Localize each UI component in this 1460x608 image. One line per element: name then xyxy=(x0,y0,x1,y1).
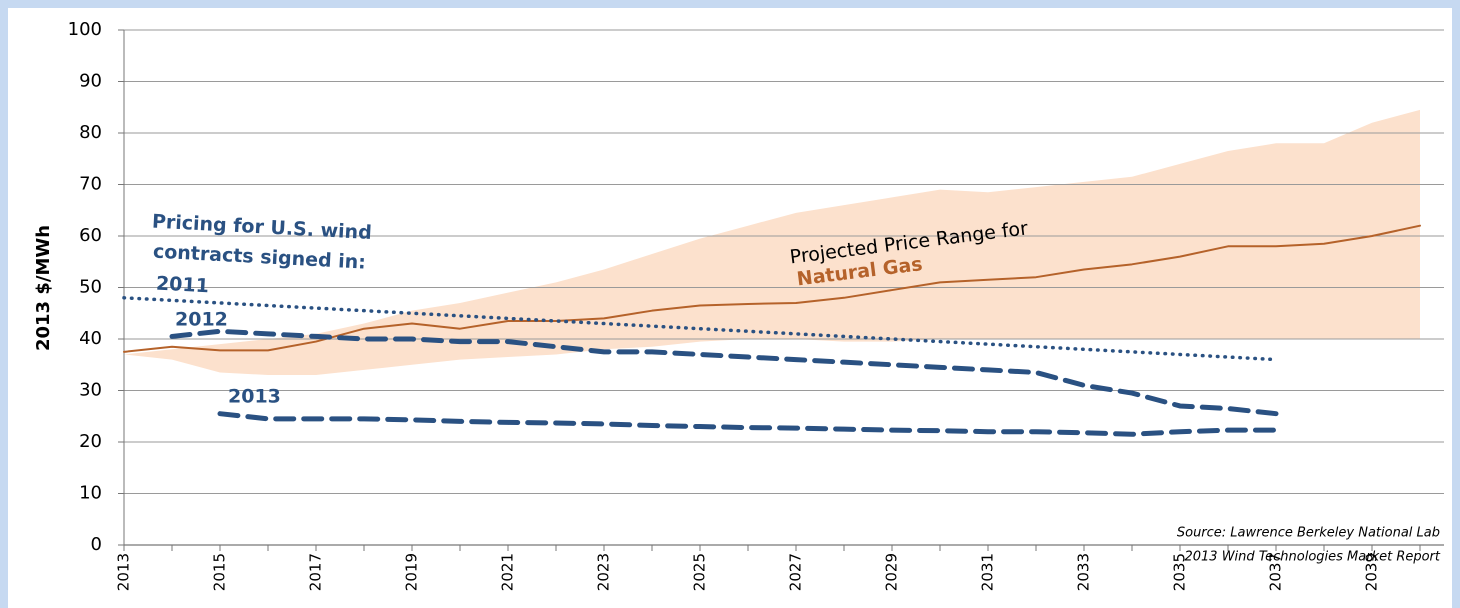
x-tick-label: 2025 xyxy=(691,553,709,591)
y-tick-label: 80 xyxy=(79,122,102,143)
x-tick-label: 2019 xyxy=(403,553,421,591)
annotation: Source: Lawrence Berkeley National Lab xyxy=(1177,526,1440,541)
x-tick-label: 2015 xyxy=(211,553,229,591)
annotation: 2011 xyxy=(155,273,209,298)
y-tick-label: 20 xyxy=(79,431,102,452)
x-tick-label: 2017 xyxy=(307,553,325,591)
x-tick-label: 2035 xyxy=(1171,553,1189,591)
series-line xyxy=(217,411,1279,437)
annotation: 2013 Wind Technologies Market Report xyxy=(1184,550,1440,565)
y-tick-label: 100 xyxy=(68,19,102,40)
x-tick-label: 2013 xyxy=(115,553,133,591)
y-tick-label: 40 xyxy=(79,328,102,349)
x-tick-label: 2021 xyxy=(499,553,517,591)
x-tick-label: 2037 xyxy=(1267,553,1285,591)
y-tick-label: 60 xyxy=(79,225,102,246)
y-tick-label: 90 xyxy=(79,71,102,92)
x-tick-label: 2031 xyxy=(979,553,997,591)
y-tick-label: 0 xyxy=(91,534,102,555)
annotation: 2012 xyxy=(175,309,228,331)
y-tick-label: 30 xyxy=(79,380,102,401)
price-range-band xyxy=(124,109,1420,376)
x-tick-label: 2033 xyxy=(1075,553,1093,591)
series-line xyxy=(169,328,1279,417)
annotation: 2013 xyxy=(228,386,281,408)
series-line xyxy=(123,224,1421,353)
series-line xyxy=(122,296,1278,362)
x-tick-label: 2029 xyxy=(883,553,901,591)
y-tick-label: 50 xyxy=(79,277,102,298)
y-tick-label: 70 xyxy=(79,174,102,195)
x-tick-label: 2027 xyxy=(787,553,805,591)
x-tick-label: 2023 xyxy=(595,553,613,591)
x-tick-label: 2039 xyxy=(1363,553,1381,591)
y-axis-label: 2013 $/MWh xyxy=(33,225,54,351)
y-tick-label: 10 xyxy=(79,483,102,504)
